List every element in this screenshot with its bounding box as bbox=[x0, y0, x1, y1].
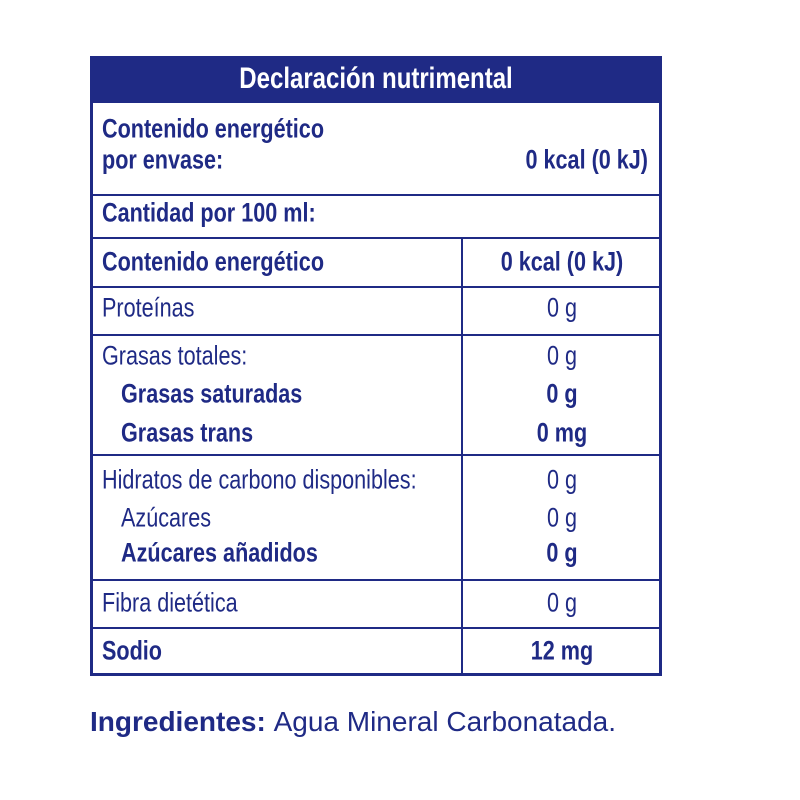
label: Cantidad por 100 ml: bbox=[102, 197, 316, 228]
ingredients: Ingredientes: Agua Mineral Carbonatada. bbox=[90, 706, 616, 738]
ingredients-label: Ingredientes: bbox=[90, 706, 266, 737]
value: 0 g bbox=[546, 464, 578, 495]
divider bbox=[90, 334, 662, 336]
ingredients-text: Agua Mineral Carbonatada. bbox=[273, 706, 617, 737]
title: Declaración nutrimental bbox=[239, 62, 513, 95]
label: Contenido energético bbox=[102, 113, 325, 144]
label: por envase: bbox=[102, 144, 224, 175]
label: Azúcares añadidos bbox=[121, 537, 318, 568]
divider bbox=[90, 454, 662, 456]
label: Grasas saturadas bbox=[121, 378, 303, 409]
divider bbox=[90, 194, 662, 196]
value: 0 g bbox=[546, 587, 578, 618]
label-border bbox=[90, 56, 662, 676]
value: 0 g bbox=[546, 340, 578, 371]
value: 0 g bbox=[546, 537, 578, 568]
label: Azúcares bbox=[121, 502, 212, 533]
value: 0 g bbox=[546, 378, 578, 409]
divider bbox=[90, 627, 662, 629]
header-band bbox=[90, 56, 662, 103]
label: Grasas trans bbox=[121, 417, 254, 448]
divider bbox=[90, 237, 662, 239]
value: 0 mg bbox=[536, 417, 588, 448]
value: 0 kcal (0 kJ) bbox=[500, 246, 624, 277]
label: Sodio bbox=[102, 635, 162, 666]
label: Proteínas bbox=[102, 292, 195, 323]
value: 0 kcal (0 kJ) bbox=[525, 144, 648, 175]
label: Fibra dietética bbox=[102, 587, 238, 618]
divider bbox=[90, 579, 662, 581]
column-divider bbox=[461, 238, 463, 674]
divider bbox=[90, 286, 662, 288]
value: 0 g bbox=[546, 292, 578, 323]
value: 12 mg bbox=[530, 635, 594, 666]
label: Grasas totales: bbox=[102, 340, 248, 371]
value: 0 g bbox=[546, 502, 578, 533]
label: Contenido energético bbox=[102, 246, 325, 277]
label: Hidratos de carbono disponibles: bbox=[102, 464, 417, 495]
